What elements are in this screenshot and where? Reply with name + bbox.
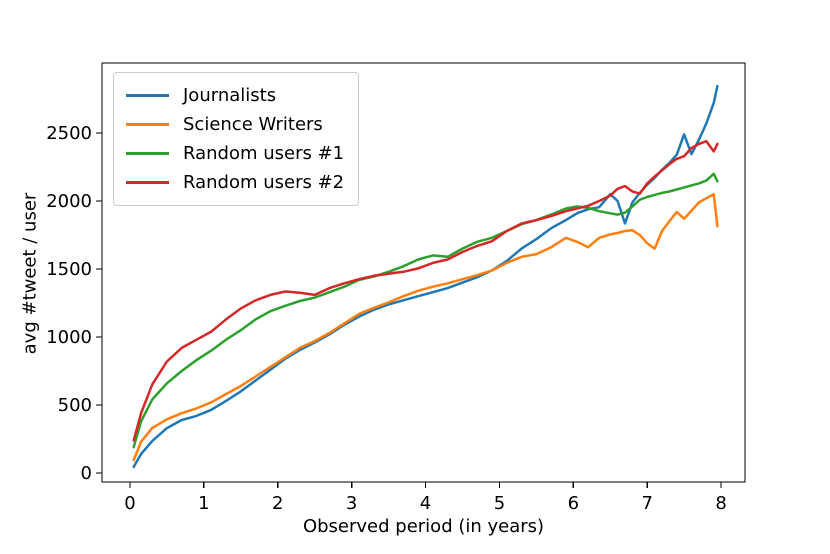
legend-item: Journalists	[124, 81, 348, 110]
series-line	[132, 192, 719, 462]
series-line	[132, 172, 719, 449]
x-tick-label: 2	[272, 493, 283, 514]
legend-item: Random users #2	[124, 168, 348, 197]
legend-line-swatch	[126, 181, 169, 184]
legend-label: Journalists	[183, 85, 277, 106]
series-line	[132, 139, 719, 442]
x-tick-label: 0	[124, 493, 135, 514]
legend-line-swatch	[126, 152, 169, 155]
x-axis-label: Observed period (in years)	[302, 516, 545, 537]
x-tick-label: 3	[346, 493, 357, 514]
x-tick-label: 8	[715, 493, 726, 514]
y-tick-label: 1000	[46, 327, 92, 348]
x-tick-label: 7	[641, 493, 652, 514]
legend-item: Science Writers	[124, 110, 348, 139]
x-tick-label: 5	[494, 493, 505, 514]
y-tick-label: 500	[58, 395, 92, 416]
legend-line-swatch	[126, 123, 169, 126]
x-tick-label: 4	[420, 493, 431, 514]
legend-label: Random users #1	[183, 143, 345, 164]
y-tick-label: 1500	[46, 259, 92, 280]
x-tick-label: 6	[568, 493, 579, 514]
legend-line-swatch	[126, 94, 169, 97]
legend-label: Science Writers	[183, 114, 323, 135]
axes-spines	[101, 62, 746, 483]
y-axis-label: avg #tweet / user	[19, 192, 41, 355]
x-tick-label: 1	[198, 493, 209, 514]
legend-label: Random users #2	[183, 172, 345, 193]
legend: Journalists Science Writers Random users #…	[113, 72, 359, 206]
y-tick-label: 0	[81, 463, 92, 484]
y-tick-label: 2000	[46, 191, 92, 212]
y-tick-label: 2500	[46, 123, 92, 144]
legend-item: Random users #1	[124, 139, 348, 168]
